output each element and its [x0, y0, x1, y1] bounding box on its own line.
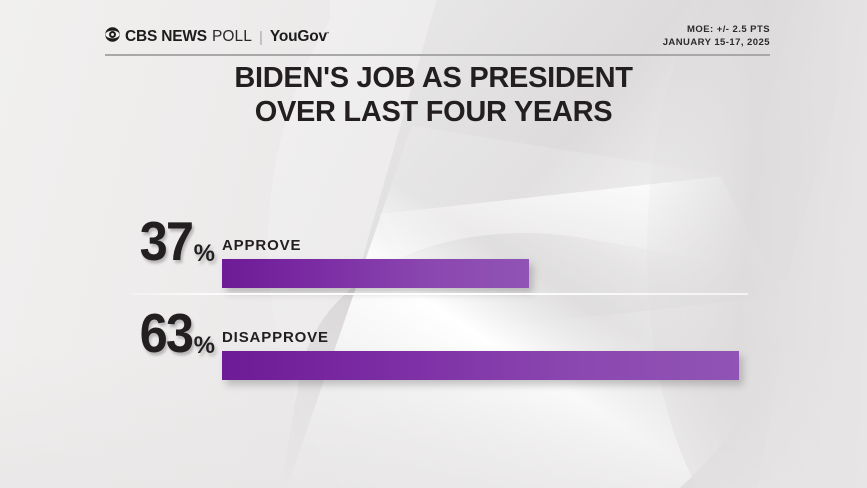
title-line-1: BIDEN'S JOB AS PRESIDENT: [234, 62, 633, 94]
page-title: BIDEN'S JOB AS PRESIDENT OVER LAST FOUR …: [0, 62, 867, 129]
bar-fill-approve: [222, 259, 530, 288]
brand-yougov: YouGov•: [270, 28, 329, 46]
bar-fill-disapprove: [222, 351, 740, 380]
value-disapprove: 63%: [0, 301, 215, 364]
cbs-eye-icon: [105, 27, 120, 47]
bar-track-approve: [222, 259, 867, 288]
bar-chart: 37% APPROVE 63% DISAPPROVE: [0, 196, 867, 380]
value-approve-unit: %: [193, 239, 215, 267]
header: CBS NEWS POLL | YouGov• MOE: +/- 2.5 PTS…: [0, 0, 867, 58]
brand-yougov-text: YouGov: [269, 28, 327, 45]
brand-cbs-news: CBS NEWS: [125, 28, 207, 45]
row-divider: [130, 293, 748, 295]
bar-area-approve: APPROVE: [222, 237, 867, 288]
brand-lockup: CBS NEWS POLL | YouGov•: [105, 27, 329, 47]
title-line-2: OVER LAST FOUR YEARS: [254, 95, 613, 128]
poll-metadata: MOE: +/- 2.5 PTS JANUARY 15-17, 2025: [663, 24, 770, 49]
value-disapprove-number: 63: [140, 301, 194, 364]
value-approve: 37%: [0, 209, 215, 272]
header-divider: [105, 54, 770, 56]
brand-poll: POLL: [211, 28, 252, 45]
bar-track-disapprove: [222, 351, 867, 380]
brand-divider: |: [258, 28, 263, 46]
bar-label-approve: APPROVE: [222, 237, 302, 254]
value-disapprove-unit: %: [193, 331, 215, 359]
bar-row-disapprove: 63% DISAPPROVE: [0, 288, 867, 380]
field-dates: JANUARY 15-17, 2025: [662, 36, 770, 48]
trademark-icon: •: [326, 30, 329, 37]
margin-of-error: MOE: +/- 2.5 PTS: [687, 24, 770, 35]
bar-label-disapprove: DISAPPROVE: [222, 329, 329, 346]
bar-area-disapprove: DISAPPROVE: [222, 329, 867, 380]
value-approve-number: 37: [140, 209, 194, 272]
bar-row-approve: 37% APPROVE: [0, 196, 867, 288]
